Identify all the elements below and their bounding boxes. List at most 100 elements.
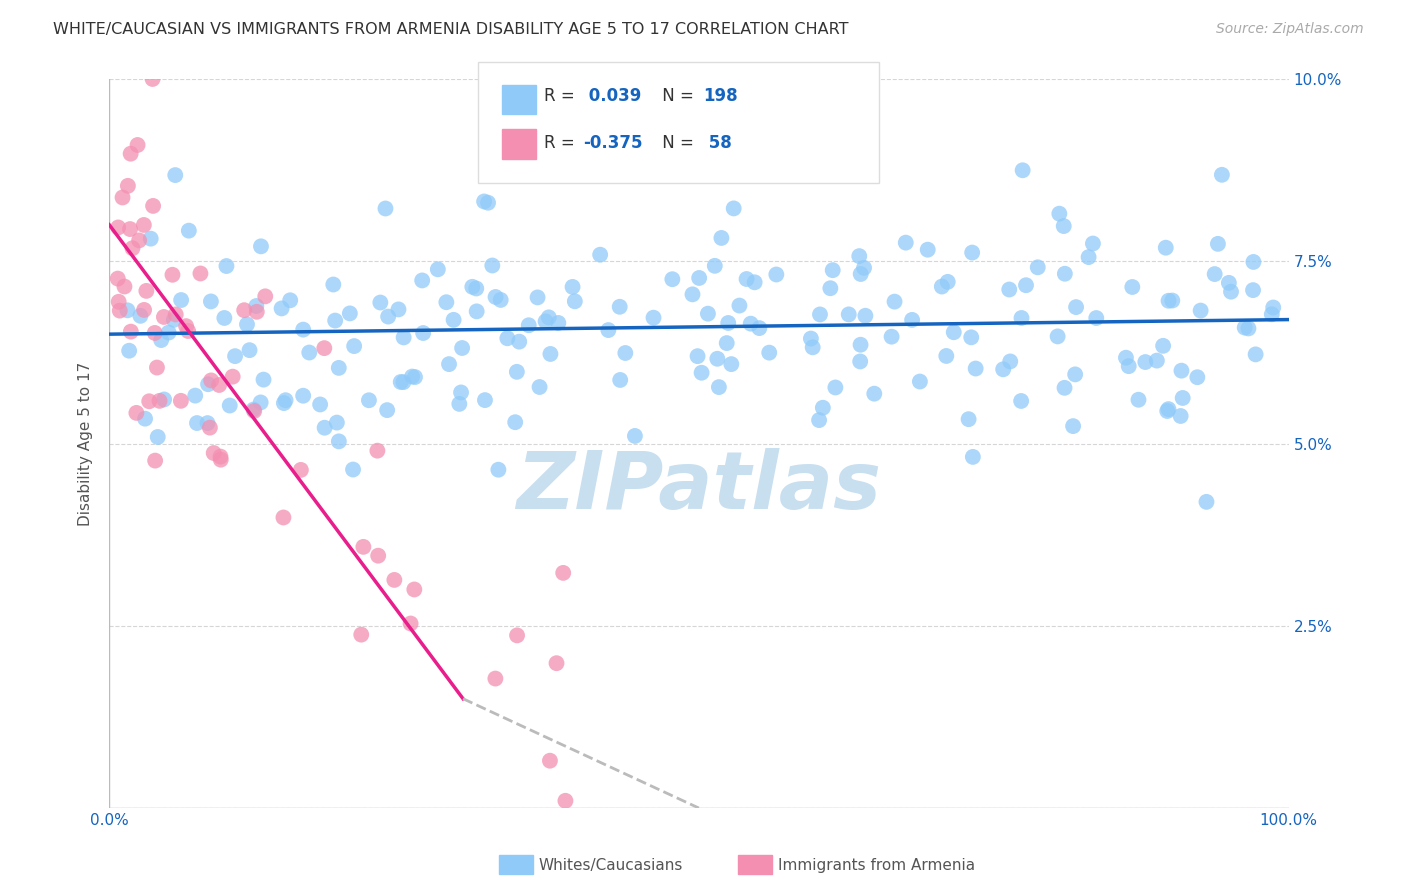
Point bbox=[735, 272, 758, 286]
Point bbox=[1241, 255, 1264, 269]
Point bbox=[821, 263, 844, 277]
Point bbox=[389, 375, 412, 389]
Point bbox=[254, 289, 277, 303]
Text: R =: R = bbox=[544, 134, 581, 152]
Point bbox=[538, 754, 561, 768]
Point bbox=[121, 241, 143, 255]
Point bbox=[765, 268, 787, 282]
Point bbox=[957, 412, 980, 426]
Point bbox=[328, 434, 350, 449]
Point bbox=[326, 416, 349, 430]
Point bbox=[484, 672, 506, 686]
Point bbox=[209, 452, 232, 467]
Point bbox=[808, 308, 831, 322]
Point bbox=[387, 302, 409, 317]
Point bbox=[489, 81, 512, 95]
Text: 198: 198 bbox=[703, 87, 738, 105]
Point bbox=[690, 366, 713, 380]
Point bbox=[245, 299, 267, 313]
Point bbox=[883, 294, 905, 309]
Point bbox=[1046, 329, 1069, 343]
Point bbox=[170, 393, 193, 408]
Point bbox=[209, 450, 232, 464]
Point bbox=[1189, 303, 1212, 318]
Point bbox=[165, 308, 187, 322]
Point bbox=[434, 295, 457, 310]
Point bbox=[107, 220, 129, 235]
Point bbox=[128, 233, 150, 247]
Point bbox=[1204, 267, 1226, 281]
Point bbox=[564, 294, 586, 309]
Point bbox=[481, 259, 503, 273]
Point bbox=[162, 268, 184, 282]
Point bbox=[496, 331, 519, 345]
Point bbox=[142, 199, 165, 213]
Point bbox=[148, 393, 170, 408]
Point bbox=[290, 463, 312, 477]
Point bbox=[1026, 260, 1049, 275]
Point bbox=[849, 267, 872, 281]
Text: -0.375: -0.375 bbox=[583, 134, 643, 152]
Point bbox=[561, 280, 583, 294]
Point bbox=[292, 323, 315, 337]
Point bbox=[273, 396, 295, 410]
Point bbox=[503, 415, 526, 429]
Point bbox=[1064, 368, 1087, 382]
Point bbox=[186, 416, 208, 430]
Point bbox=[801, 340, 824, 354]
Point bbox=[114, 279, 136, 293]
Point bbox=[880, 329, 903, 343]
Point bbox=[451, 341, 474, 355]
Point bbox=[108, 303, 131, 318]
Point bbox=[1121, 280, 1143, 294]
Point bbox=[107, 294, 129, 309]
Point bbox=[233, 303, 256, 318]
Point bbox=[758, 345, 780, 359]
Point bbox=[146, 360, 169, 375]
Point bbox=[720, 357, 742, 371]
Point bbox=[323, 313, 346, 327]
Point bbox=[546, 656, 568, 670]
Point bbox=[177, 224, 200, 238]
Point bbox=[200, 373, 222, 387]
Point bbox=[443, 313, 465, 327]
Point bbox=[1085, 311, 1108, 326]
Point bbox=[489, 293, 512, 307]
Point bbox=[111, 190, 134, 204]
Point bbox=[710, 231, 733, 245]
Point bbox=[392, 330, 415, 344]
Point bbox=[1010, 394, 1032, 409]
Point bbox=[243, 404, 266, 418]
Point bbox=[484, 290, 506, 304]
Point bbox=[537, 310, 560, 325]
Point bbox=[811, 401, 834, 415]
Point bbox=[1015, 278, 1038, 293]
Point bbox=[208, 378, 231, 392]
Point bbox=[120, 146, 142, 161]
Point bbox=[1081, 236, 1104, 251]
Y-axis label: Disability Age 5 to 17: Disability Age 5 to 17 bbox=[79, 361, 93, 525]
Point bbox=[132, 302, 155, 317]
Point bbox=[157, 326, 180, 340]
Point bbox=[728, 299, 751, 313]
Point bbox=[465, 304, 488, 318]
Point bbox=[139, 232, 162, 246]
Point bbox=[849, 354, 872, 368]
Point bbox=[936, 275, 959, 289]
Point bbox=[598, 323, 620, 337]
Point bbox=[314, 341, 336, 355]
Point bbox=[740, 317, 762, 331]
Point bbox=[716, 336, 738, 351]
Point bbox=[1171, 391, 1194, 405]
Point bbox=[426, 262, 449, 277]
Point bbox=[134, 411, 156, 425]
Point bbox=[1135, 355, 1157, 369]
Text: Whites/Caucasians: Whites/Caucasians bbox=[538, 858, 683, 872]
Point bbox=[506, 628, 529, 642]
Point bbox=[547, 316, 569, 330]
Point bbox=[352, 540, 374, 554]
Point bbox=[120, 325, 142, 339]
Point bbox=[221, 369, 243, 384]
Point bbox=[1152, 339, 1174, 353]
Point bbox=[153, 310, 176, 324]
